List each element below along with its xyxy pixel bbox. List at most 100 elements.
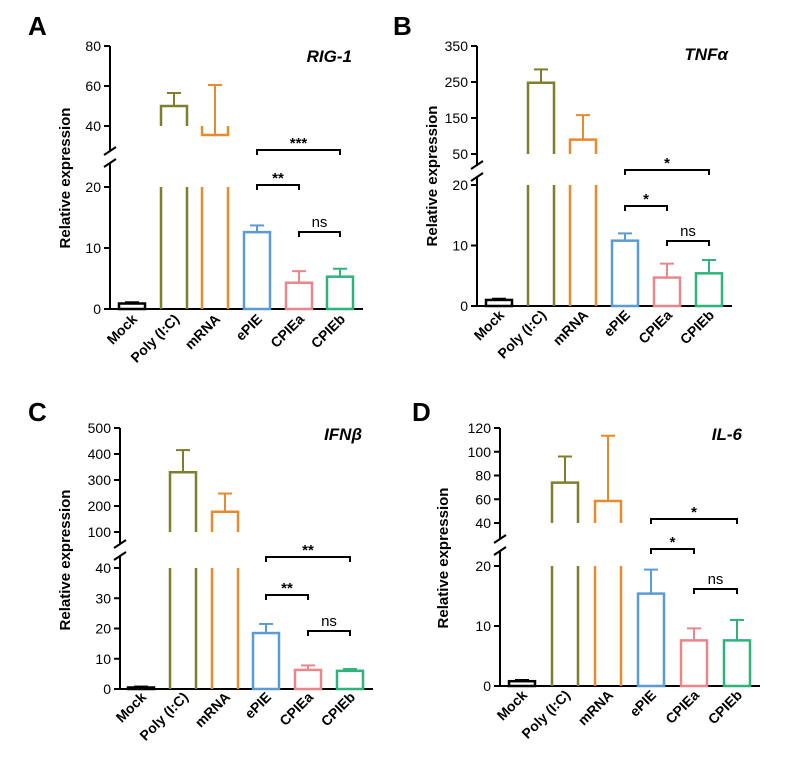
significance-label: * xyxy=(664,155,670,172)
y-tick-label: 20 xyxy=(452,177,468,193)
x-tick-label-mrna: mRNA xyxy=(575,687,617,729)
y-tick-label: 10 xyxy=(95,651,111,667)
bar-poly-i-c xyxy=(168,470,198,532)
bar-cpieb xyxy=(325,275,355,311)
y-tick-label: 100 xyxy=(88,524,112,540)
significance-bracket xyxy=(666,240,710,246)
axis-break-mark xyxy=(470,172,484,182)
bar-cpieb xyxy=(722,639,752,688)
significance-label: ns xyxy=(321,613,337,630)
y-tick-label: 20 xyxy=(95,621,111,637)
significance-bracket xyxy=(256,184,300,190)
y-tick-label: 20 xyxy=(85,179,101,195)
panel-d: D IL-6 Relative expression 40 60 80 100 120 0 10 2… xyxy=(412,397,760,742)
axis-break-mark xyxy=(493,546,507,556)
bar-poly-i-c xyxy=(526,81,556,154)
gene-title: RIG-1 xyxy=(307,47,352,66)
x-tick-label-epie: ePIE xyxy=(600,307,633,340)
bar-cpieb xyxy=(335,669,365,691)
bar-poly-i-c-lower xyxy=(526,185,556,306)
y-tick-label: 40 xyxy=(95,560,111,576)
y-tick-label: 80 xyxy=(85,38,101,54)
panel-letter: B xyxy=(393,11,412,41)
axis-break-mark xyxy=(470,160,484,170)
y-tick-label: 0 xyxy=(103,681,111,697)
y-tick-label: 80 xyxy=(475,468,491,484)
panel-letter: A xyxy=(28,11,47,41)
bar-poly-i-c-lower xyxy=(550,566,580,686)
y-axis-label: Relative expression xyxy=(57,108,74,249)
y-tick-label: 0 xyxy=(483,678,491,694)
y-tick-label: 40 xyxy=(85,118,101,134)
significance-label: ns xyxy=(680,223,696,240)
significance-label: * xyxy=(670,534,676,551)
bar-poly-i-c-lower xyxy=(159,187,189,309)
x-tick-label-cpieb: CPIEb xyxy=(308,311,348,351)
axis-break-mark xyxy=(103,158,117,168)
x-tick-label-mrna: mRNA xyxy=(550,307,592,349)
axis-break-mark xyxy=(103,146,117,156)
x-tick-label-epie: ePIE xyxy=(232,311,265,344)
x-tick-label-mock: Mock xyxy=(493,687,530,724)
x-tick-label-cpiea: CPIEa xyxy=(635,307,675,347)
axis-break-mark xyxy=(493,534,507,544)
significance-bracket xyxy=(265,594,309,600)
y-tick-label: 150 xyxy=(445,110,469,126)
x-tick-label-cpiea: CPIEa xyxy=(276,689,316,729)
bar-mrna-lower xyxy=(568,185,598,306)
bar-cpiea xyxy=(293,668,323,691)
significance-bracket xyxy=(693,588,738,594)
gene-title: IFNβ xyxy=(324,425,362,444)
bar-cpiea xyxy=(284,281,314,311)
bar-mock xyxy=(126,686,156,691)
panel-letter: D xyxy=(412,397,431,427)
x-tick-label-mrna: mRNA xyxy=(192,689,234,731)
x-tick-label-mrna: mRNA xyxy=(182,311,224,353)
axis-break-mark xyxy=(113,539,127,549)
significance-bracket xyxy=(298,231,341,237)
significance-label: *** xyxy=(290,135,308,152)
bar-mrna-lower xyxy=(200,187,230,309)
y-tick-label: 400 xyxy=(88,446,112,462)
x-tick-label-epie: ePIE xyxy=(626,687,659,720)
y-tick-label: 60 xyxy=(85,78,101,94)
panel-c: C IFNβ Relative expression 100 200 300 400 500 0… xyxy=(28,397,373,744)
bar-cpiea xyxy=(679,639,709,688)
y-axis-label: Relative expression xyxy=(57,490,74,631)
significance-label: ** xyxy=(302,542,314,559)
significance-bracket xyxy=(650,548,695,554)
bar-mrna xyxy=(210,510,240,532)
bar-mock xyxy=(507,679,537,688)
y-tick-label: 350 xyxy=(445,38,469,54)
y-tick-label: 250 xyxy=(445,74,469,90)
bar-mrna xyxy=(593,499,623,523)
bar-mock xyxy=(117,302,147,311)
bar-mrna-lower xyxy=(210,568,240,689)
axis-break-mark xyxy=(113,551,127,561)
x-tick-label-cpieb: CPIEb xyxy=(677,307,717,347)
x-tick-label-cpieb: CPIEb xyxy=(318,689,358,729)
panel-b: B TNFα Relative expression 50 150 250 350 0 10 20… xyxy=(393,11,732,362)
x-tick-label-cpieb: CPIEb xyxy=(705,687,745,727)
bar-epie xyxy=(636,592,666,688)
significance-label: * xyxy=(691,504,697,521)
bar-mrna-lower xyxy=(593,566,623,686)
y-tick-label: 200 xyxy=(88,498,112,514)
significance-label: ** xyxy=(272,170,284,187)
y-tick-label: 300 xyxy=(88,472,112,488)
bar-cpiea xyxy=(652,276,682,308)
bar-mock xyxy=(484,298,514,308)
significance-bracket xyxy=(256,149,341,155)
y-tick-label: 30 xyxy=(95,590,111,606)
significance-bracket xyxy=(265,556,351,562)
significance-bracket xyxy=(307,630,351,636)
bar-epie xyxy=(610,239,640,308)
gene-title: TNFα xyxy=(684,45,729,64)
y-tick-label: 10 xyxy=(85,240,101,256)
significance-label: ns xyxy=(708,571,724,588)
significance-bracket xyxy=(650,518,738,524)
y-axis-label: Relative expression xyxy=(424,106,441,247)
bar-epie xyxy=(251,631,281,691)
significance-label: ** xyxy=(281,580,293,597)
